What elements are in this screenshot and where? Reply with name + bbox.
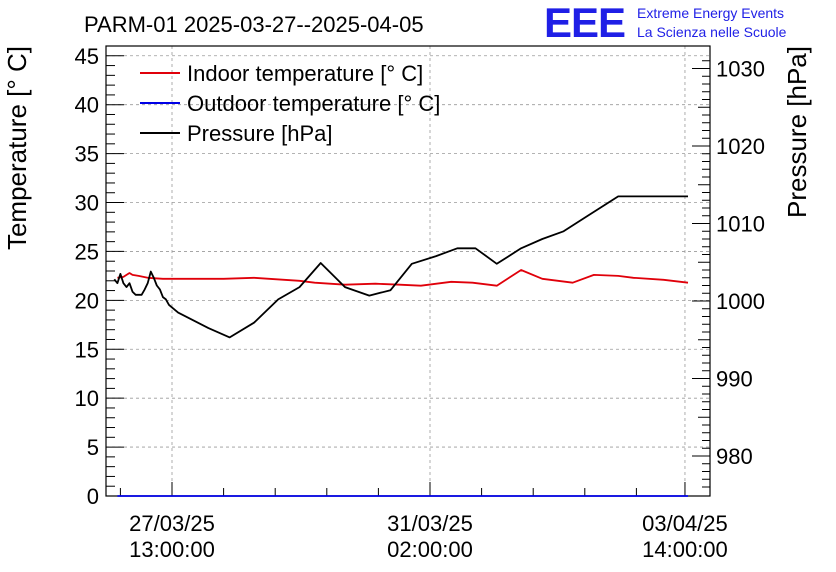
eee-logo-line2: La Scienza nelle Scuole xyxy=(637,24,787,40)
y-tick-label-right: 1010 xyxy=(716,212,765,237)
y-tick-label-left: 45 xyxy=(75,44,99,69)
x-tick-label-time: 14:00:00 xyxy=(642,537,728,562)
y-tick-label-right: 980 xyxy=(716,444,753,469)
y-tick-label-right: 1030 xyxy=(716,57,765,82)
x-tick-label-date: 27/03/25 xyxy=(129,511,215,536)
y-axis-label-left: Temperature [° C] xyxy=(2,46,32,250)
legend-label: Indoor temperature [° C] xyxy=(187,61,423,86)
x-tick-label-time: 02:00:00 xyxy=(387,537,473,562)
series-line-pressure xyxy=(113,195,688,339)
series-group xyxy=(113,195,689,497)
eee-logo-line1: Extreme Energy Events xyxy=(637,5,784,21)
y-tick-label-right: 1000 xyxy=(716,289,765,314)
x-tick-label-date: 31/03/25 xyxy=(387,511,473,536)
y-tick-label-left: 35 xyxy=(75,142,99,167)
y-tick-label-left: 10 xyxy=(75,386,99,411)
series-line-indoor xyxy=(117,269,689,287)
y-tick-label-left: 15 xyxy=(75,337,99,362)
legend-label: Outdoor temperature [° C] xyxy=(187,91,440,116)
legend: Indoor temperature [° C] Outdoor temperat… xyxy=(140,61,440,146)
y-tick-label-right: 1020 xyxy=(716,134,765,159)
y-tick-label-left: 0 xyxy=(87,484,99,509)
y-tick-label-left: 5 xyxy=(87,435,99,460)
x-tick-label-date: 03/04/25 xyxy=(642,511,728,536)
axis-ticks: 0 5 10 15 20 25 30 35 40 45 980 990 1000 1010 1020 1030… xyxy=(75,44,765,562)
x-tick-label-time: 13:00:00 xyxy=(129,537,215,562)
y-axis-label-right: Pressure [hPa] xyxy=(782,46,812,218)
y-tick-label-left: 25 xyxy=(75,239,99,264)
eee-logo-letters: EEE xyxy=(544,0,625,46)
legend-label: Pressure [hPa] xyxy=(187,121,333,146)
y-tick-label-right: 990 xyxy=(716,367,753,392)
eee-logo: EEE Extreme Energy Events La Scienza nel… xyxy=(544,0,787,46)
y-tick-label-left: 40 xyxy=(75,93,99,118)
chart-title: PARM-01 2025-03-27--2025-04-05 xyxy=(84,12,424,37)
grid xyxy=(106,46,710,496)
y-tick-label-left: 20 xyxy=(75,288,99,313)
y-tick-label-left: 30 xyxy=(75,191,99,216)
